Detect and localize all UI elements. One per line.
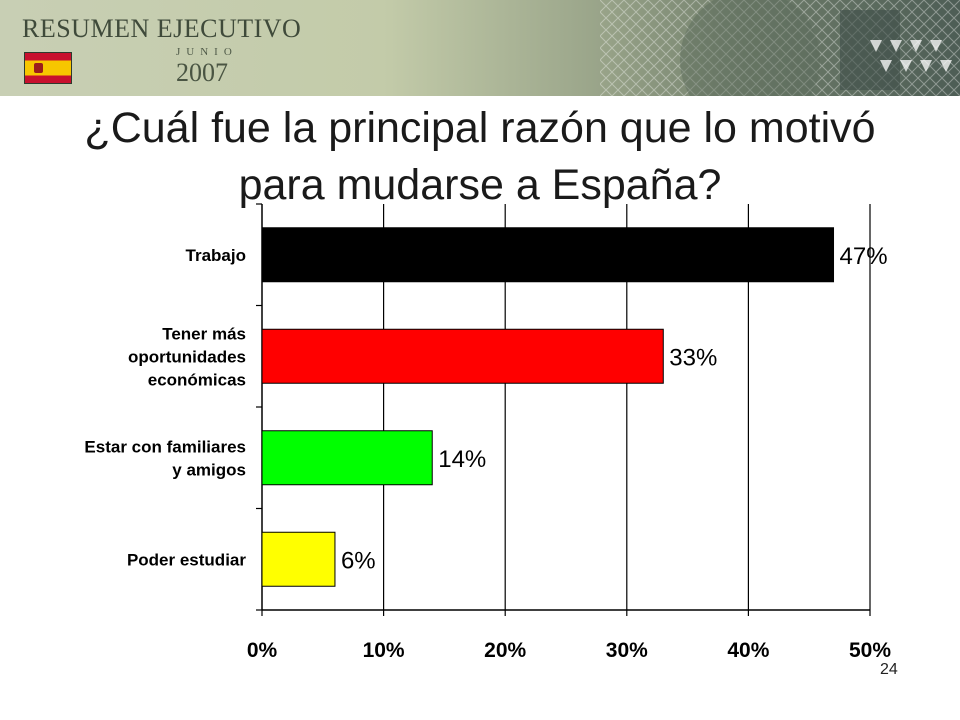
category-label: Trabajo <box>186 246 246 265</box>
x-tick-label: 10% <box>363 639 405 662</box>
bar <box>261 531 336 587</box>
banner-title: RESUMEN EJECUTIVO <box>22 14 302 43</box>
header-banner: RESUMEN EJECUTIVO JUNIO 2007 <box>0 0 960 96</box>
page-number: 24 <box>880 661 898 678</box>
slide-title: ¿Cuál fue la principal razón que lo moti… <box>84 104 876 209</box>
x-tick-label: 30% <box>606 639 648 662</box>
value-label: 6% <box>341 547 376 574</box>
x-tick-label: 50% <box>849 639 891 662</box>
coat-of-arms-icon <box>34 63 43 73</box>
bar <box>261 328 664 384</box>
bar <box>261 227 835 283</box>
x-tick-label: 0% <box>247 639 278 662</box>
value-label: 33% <box>669 344 717 371</box>
banner-year: 2007 <box>176 58 228 87</box>
spain-flag-icon <box>24 52 72 84</box>
x-tick-label: 40% <box>727 639 769 662</box>
value-label: 14% <box>438 446 486 473</box>
banner-month: JUNIO <box>176 46 238 58</box>
category-label: Estar con familiares y amigos <box>84 437 246 479</box>
bar <box>261 430 433 486</box>
x-tick-label: 20% <box>484 639 526 662</box>
value-label: 47% <box>840 243 888 270</box>
banner-decoration <box>600 0 960 96</box>
category-label: Poder estudiar <box>127 550 246 569</box>
category-label: Tener más oportunidades económicas <box>128 324 246 389</box>
